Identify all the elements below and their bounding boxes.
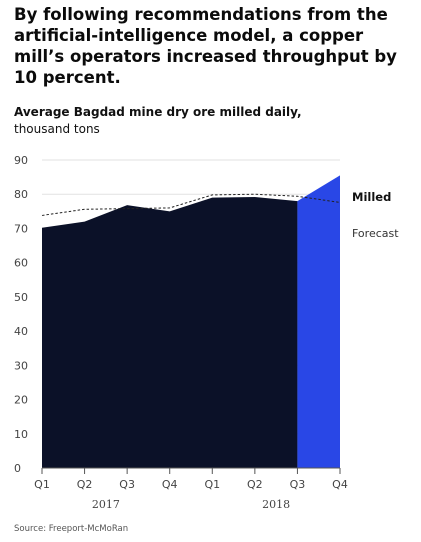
year-label: 2018 <box>262 498 290 511</box>
chart-subtitle: Average Bagdad mine dry ore milled daily… <box>14 105 302 119</box>
forecast-line <box>41 193 341 216</box>
chart-unit: thousand tons <box>14 122 100 136</box>
y-tick-label: 70 <box>14 222 28 235</box>
y-tick-label: 60 <box>14 257 28 270</box>
x-tick-label: Q4 <box>162 478 178 491</box>
y-tick-label: 40 <box>14 325 28 338</box>
chart-plot: 0 10 20 30 40 50 60 70 80 90 Q1 Q2 Q3 Q4 Q1 Q2 Q3 Q4 2017 2… <box>14 154 399 511</box>
source-note: Source: Freeport-McMoRan <box>14 524 129 534</box>
y-tick-label: 0 <box>14 462 21 475</box>
x-tick-label: Q2 <box>77 478 93 491</box>
x-tick-label: Q3 <box>119 478 135 491</box>
y-tick-label: 80 <box>14 188 28 201</box>
y-tick-label: 90 <box>14 154 28 167</box>
milled-area-ai <box>297 175 340 468</box>
series-label-milled: Milled <box>352 190 391 204</box>
series-label-forecast: Forecast <box>352 227 399 240</box>
x-tick-label: Q2 <box>247 478 263 491</box>
milled-area-actual <box>42 196 298 468</box>
x-tick-label: Q1 <box>34 478 50 491</box>
x-tick-label: Q3 <box>290 478 306 491</box>
y-tick-label: 20 <box>14 394 28 407</box>
y-tick-label: 10 <box>14 428 28 441</box>
chart-headline: By following recommendations from the ar… <box>14 5 397 87</box>
x-tick-label: Q1 <box>204 478 220 491</box>
x-tick-label: Q4 <box>332 478 348 491</box>
y-tick-label: 30 <box>14 359 28 372</box>
y-tick-label: 50 <box>14 291 28 304</box>
year-label: 2017 <box>92 498 120 511</box>
